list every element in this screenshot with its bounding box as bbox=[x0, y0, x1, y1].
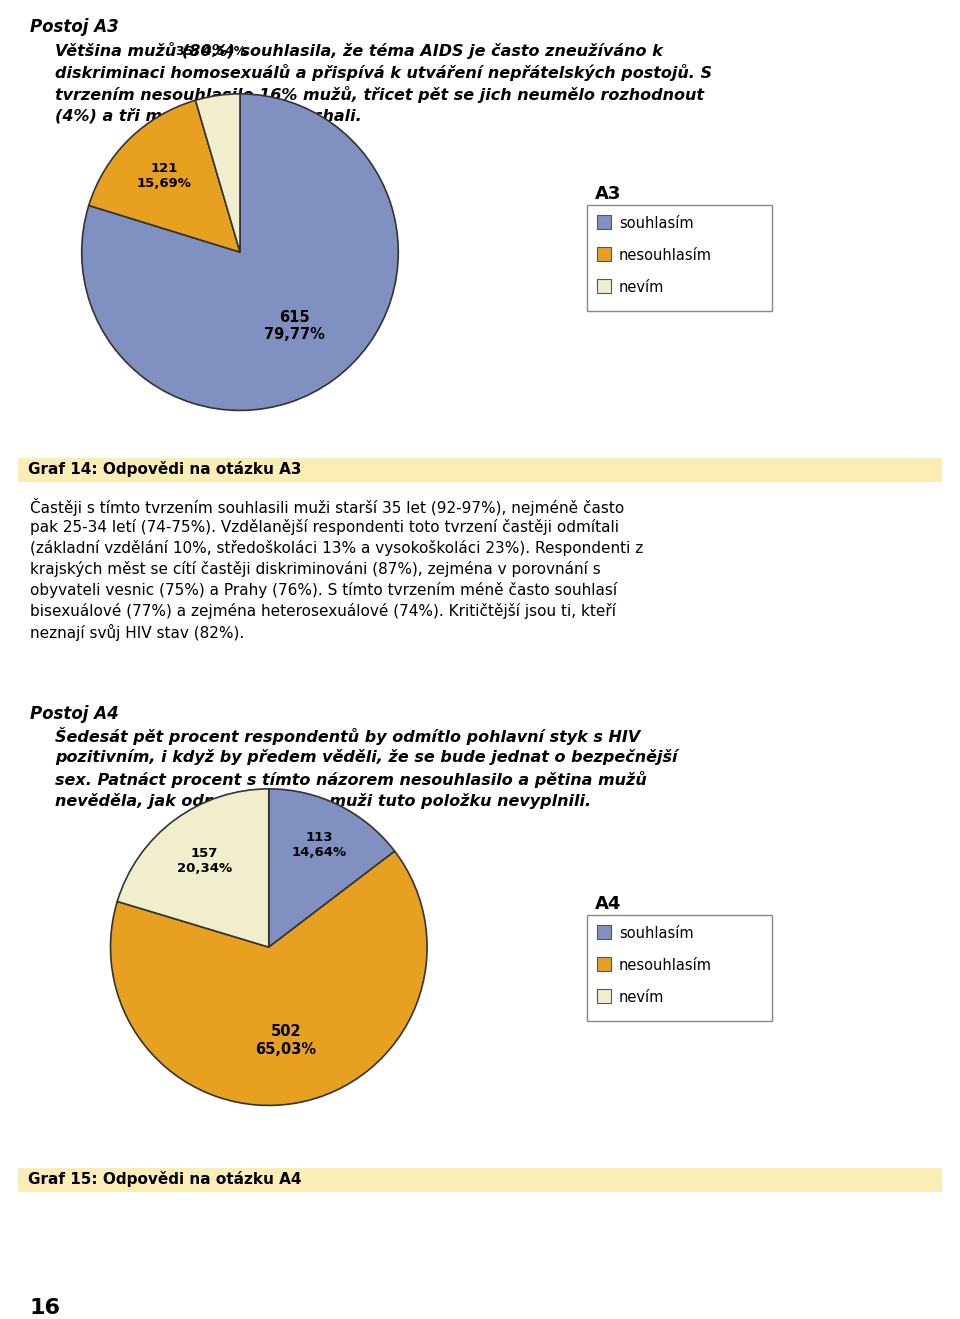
Text: krajských měst se cítí častěji diskriminováni (87%), zejména v porovnání s: krajských měst se cítí častěji diskrimin… bbox=[30, 561, 601, 576]
FancyBboxPatch shape bbox=[587, 204, 772, 311]
Text: souhlasím: souhlasím bbox=[619, 216, 694, 231]
Text: Graf 15: Odpovědi na otázku A4: Graf 15: Odpovědi na otázku A4 bbox=[28, 1171, 301, 1187]
Wedge shape bbox=[110, 851, 427, 1105]
Wedge shape bbox=[269, 789, 395, 947]
Wedge shape bbox=[117, 789, 269, 947]
Wedge shape bbox=[82, 94, 398, 410]
Text: Graf 14: Odpovědi na otázku A3: Graf 14: Odpovědi na otázku A3 bbox=[28, 462, 301, 477]
Text: souhlasím: souhlasím bbox=[619, 926, 694, 940]
FancyBboxPatch shape bbox=[18, 458, 942, 481]
Text: 502
65,03%: 502 65,03% bbox=[255, 1025, 316, 1057]
Wedge shape bbox=[196, 94, 240, 252]
Text: 615
79,77%: 615 79,77% bbox=[264, 310, 324, 342]
Text: Postoj A4: Postoj A4 bbox=[30, 704, 119, 723]
Text: pak 25-34 letí (74-75%). Vzdělanější respondenti toto tvrzení častěji odmítali: pak 25-34 letí (74-75%). Vzdělanější res… bbox=[30, 518, 619, 536]
FancyBboxPatch shape bbox=[597, 280, 611, 293]
FancyBboxPatch shape bbox=[597, 958, 611, 971]
Text: A3: A3 bbox=[595, 185, 621, 203]
Wedge shape bbox=[88, 100, 240, 252]
Text: Častěji s tímto tvrzením souhlasili muži starší 35 let (92-97%), nejméně často: Častěji s tímto tvrzením souhlasili muži… bbox=[30, 499, 624, 516]
Text: nesouhlasím: nesouhlasím bbox=[619, 248, 712, 262]
Text: 113
14,64%: 113 14,64% bbox=[292, 831, 347, 859]
FancyBboxPatch shape bbox=[587, 915, 772, 1021]
Text: tvrzením nesouhlasilo 16% mužů, třicet pět se jich neumělo rozhodnout: tvrzením nesouhlasilo 16% mužů, třicet p… bbox=[55, 86, 704, 103]
Text: 121
15,69%: 121 15,69% bbox=[137, 161, 192, 190]
Text: nesouhlasím: nesouhlasím bbox=[619, 958, 712, 973]
Text: nevím: nevím bbox=[619, 991, 664, 1005]
Text: bisexuálové (77%) a zejména heterosexuálové (74%). Kritičtější jsou ti, kteří: bisexuálové (77%) a zejména heterosexuál… bbox=[30, 603, 616, 619]
FancyBboxPatch shape bbox=[597, 247, 611, 261]
FancyBboxPatch shape bbox=[597, 989, 611, 1002]
Text: 157
20,34%: 157 20,34% bbox=[177, 847, 232, 874]
Text: neznají svůj HIV stav (82%).: neznají svůj HIV stav (82%). bbox=[30, 624, 244, 641]
Text: pozitivním, i když by předem věděli, že se bude jednat o bezpečnější: pozitivním, i když by předem věděli, že … bbox=[55, 749, 678, 765]
Text: 16: 16 bbox=[30, 1298, 61, 1318]
Text: A4: A4 bbox=[595, 896, 621, 913]
Text: 35; 4,54%: 35; 4,54% bbox=[176, 45, 247, 58]
Text: obyvateli vesnic (75%) a Prahy (76%). S tímto tvrzením méně často souhlasí: obyvateli vesnic (75%) a Prahy (76%). S … bbox=[30, 582, 617, 598]
Text: Většina mužů (80%) souhlasila, že téma AIDS je často zneužíváno k: Většina mužů (80%) souhlasila, že téma A… bbox=[55, 42, 662, 59]
Text: (základní vzdělání 10%, středoškoláci 13% a vysokoškoláci 23%). Respondenti z: (základní vzdělání 10%, středoškoláci 13… bbox=[30, 539, 643, 557]
Text: Šedesát pět procent respondentů by odmítlo pohlavní styk s HIV: Šedesát pět procent respondentů by odmít… bbox=[55, 727, 640, 745]
FancyBboxPatch shape bbox=[597, 215, 611, 230]
FancyBboxPatch shape bbox=[597, 925, 611, 939]
FancyBboxPatch shape bbox=[18, 1169, 942, 1192]
Text: nevěděla, jak odpovědět. Dva muži tuto položku nevyplnili.: nevěděla, jak odpovědět. Dva muži tuto p… bbox=[55, 793, 591, 809]
Text: nevím: nevím bbox=[619, 280, 664, 295]
Text: Postoj A3: Postoj A3 bbox=[30, 18, 119, 36]
Text: sex. Patnáct procent s tímto názorem nesouhlasilo a pětina mužů: sex. Patnáct procent s tímto názorem nes… bbox=[55, 772, 647, 787]
Text: diskriminaci homosexuálů a přispívá k utváření nepřátelských postojů. S: diskriminaci homosexuálů a přispívá k ut… bbox=[55, 65, 712, 80]
Text: (4%) a tři muži položku vynechali.: (4%) a tři muži položku vynechali. bbox=[55, 108, 362, 124]
